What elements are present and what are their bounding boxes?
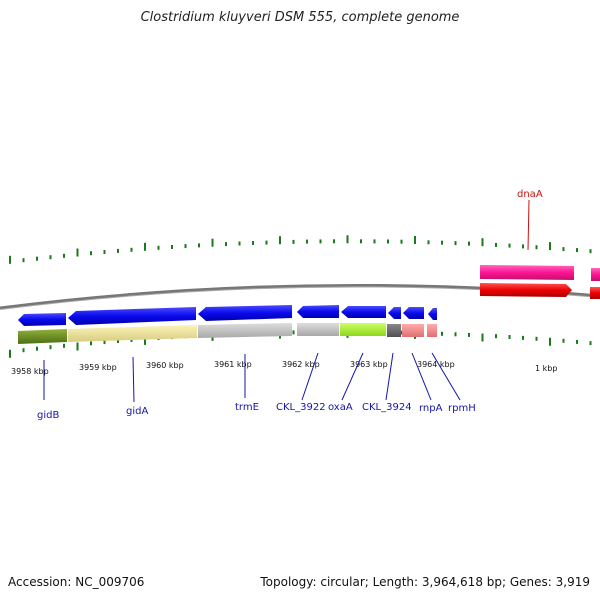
oxaA-leader (341, 352, 364, 401)
gene-labels: gidB gidA trmE CKL_3922 oxaA CKL_3924 rn… (37, 189, 543, 421)
rpmH-leader (431, 352, 461, 401)
next-cds-arrow[interactable] (590, 287, 600, 299)
gidB-cds-arrow[interactable] (18, 313, 66, 326)
gene-label-trmE[interactable]: trmE (235, 402, 259, 413)
CKL_3924-cds-arrow[interactable] (388, 307, 401, 319)
scale-label-3964: 3964 kbp (417, 360, 455, 369)
scale-label-3958: 3958 kbp (11, 367, 49, 376)
scale-label-3961: 3961 kbp (214, 360, 252, 369)
rpmH-gene-block[interactable] (427, 324, 437, 337)
map-title: Clostridium kluyveri DSM 555, complete g… (140, 10, 460, 25)
rpmH-cds-arrow[interactable] (428, 308, 437, 320)
dnaA-features (480, 265, 600, 299)
gene-label-dnaA[interactable]: dnaA (517, 189, 543, 200)
scale-label-3959: 3959 kbp (79, 363, 117, 372)
CKL_3924-gene-block[interactable] (387, 324, 401, 337)
gene-label-leaders (43, 352, 461, 403)
gene-label-CKL_3922[interactable]: CKL_3922 (276, 402, 326, 413)
scale-label-1kbp: 1 kbp (535, 364, 557, 373)
rnpA-cds-arrow[interactable] (403, 307, 424, 319)
gene-label-gidA[interactable]: gidA (126, 406, 148, 417)
topology-text: Topology: circular; Length: 3,964,618 bp… (260, 575, 590, 589)
scale-labels: 3958 kbp 3959 kbp 3960 kbp 3961 kbp 3962… (11, 360, 557, 376)
gidA-leader (132, 356, 135, 403)
rnpA-gene-block[interactable] (402, 324, 424, 337)
next-gene-block[interactable] (591, 268, 600, 281)
scale-label-3962: 3962 kbp (282, 360, 320, 369)
dnaA-leader (527, 199, 530, 251)
scale-label-3960: 3960 kbp (146, 361, 184, 370)
CKL_3922-gene-block[interactable] (297, 323, 339, 336)
dnaA-cds-arrow[interactable] (480, 283, 572, 297)
gidB-gene-block[interactable] (18, 329, 67, 344)
CKL_3924-leader (385, 352, 394, 401)
rnpA-leader (411, 352, 432, 401)
gene-label-gidB[interactable]: gidB (37, 410, 59, 421)
accession-text: Accession: NC_009706 (8, 575, 145, 589)
scale-label-3963: 3963 kbp (350, 360, 388, 369)
gene-label-CKL_3924[interactable]: CKL_3924 (362, 402, 412, 413)
trmE-gene-block[interactable] (198, 323, 292, 338)
cds-track (18, 305, 437, 326)
gidA-gene-block[interactable] (68, 325, 197, 342)
gene-label-oxaA[interactable]: oxaA (328, 402, 353, 413)
CKL_3922-leader (301, 352, 319, 401)
CKL_3922-cds-arrow[interactable] (297, 305, 339, 318)
gene-label-rpmH[interactable]: rpmH (448, 403, 476, 414)
dnaA-gene-block[interactable] (480, 265, 574, 280)
gidA-cds-arrow[interactable] (68, 307, 196, 325)
oxaA-gene-block[interactable] (340, 323, 386, 336)
outer-ticks (9, 235, 592, 264)
gene-label-rnpA[interactable]: rnpA (419, 403, 443, 414)
gene-track (18, 323, 437, 344)
trmE-cds-arrow[interactable] (198, 305, 292, 321)
oxaA-cds-arrow[interactable] (341, 306, 386, 318)
